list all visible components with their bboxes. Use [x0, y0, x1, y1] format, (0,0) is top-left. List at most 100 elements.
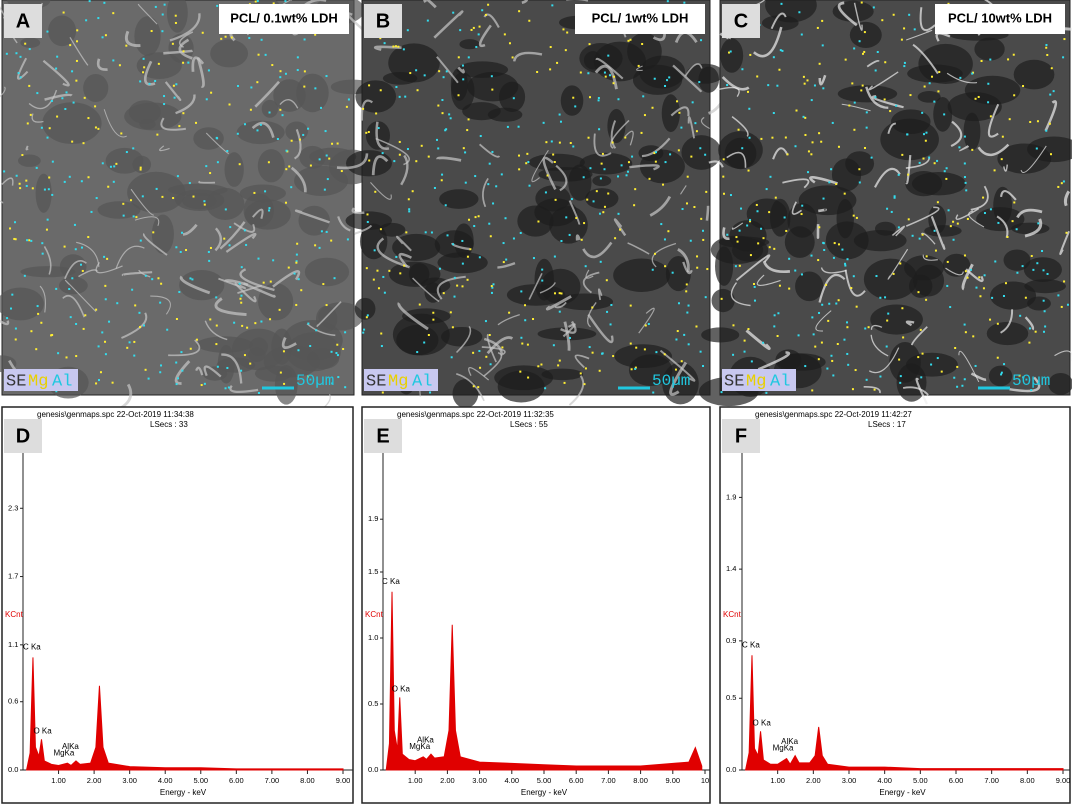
x-tick-label: 10: [701, 776, 709, 785]
element-dot: [131, 288, 134, 291]
pore: [661, 94, 680, 133]
fiber: [124, 30, 141, 48]
element-dot: [472, 385, 475, 388]
x-tick-label: 2.00: [87, 776, 102, 785]
element-dot: [307, 322, 310, 325]
element-dot: [461, 239, 464, 242]
element-dot: [1046, 53, 1049, 56]
element-dot: [264, 190, 267, 193]
element-dot: [325, 230, 328, 233]
element-dot: [607, 54, 610, 57]
element-dot: [627, 39, 630, 42]
x-tick-label: 5.00: [193, 776, 208, 785]
y-tick-label: 0.0: [8, 765, 18, 774]
element-dot: [502, 242, 505, 245]
element-dot: [133, 340, 136, 343]
fiber: [130, 188, 154, 216]
pore: [440, 326, 483, 347]
element-dot: [318, 158, 321, 161]
element-dot: [762, 237, 765, 240]
element-dot: [241, 324, 244, 327]
element-dot: [1029, 121, 1032, 124]
element-dot: [1034, 330, 1037, 333]
element-dot: [511, 56, 514, 59]
element-dot: [445, 70, 448, 73]
pore: [963, 112, 981, 151]
element-dot: [466, 129, 469, 132]
fiber: [955, 208, 980, 221]
element-dot: [947, 2, 950, 5]
element-dot: [617, 98, 620, 101]
element-dot: [344, 386, 347, 389]
fiber: [1044, 100, 1058, 132]
spectrum-area: [385, 591, 703, 771]
element-dot: [966, 276, 969, 279]
element-dot: [907, 173, 910, 176]
element-dot: [732, 324, 735, 327]
element-dot: [101, 162, 104, 165]
fiber: [597, 288, 603, 301]
element-dot: [87, 176, 90, 179]
element-dot: [583, 222, 586, 225]
panel-title: PCL/ 10wt% LDH: [948, 10, 1052, 25]
element-dot: [432, 318, 435, 321]
element-dot: [473, 225, 476, 228]
element-dot: [477, 33, 480, 36]
element-dot: [95, 197, 98, 200]
element-dot: [863, 146, 866, 149]
element-dot: [853, 101, 856, 104]
fiber: [243, 282, 276, 298]
fiber: [1020, 145, 1047, 173]
scale-bar-label: 50µm: [1012, 372, 1050, 390]
element-dot: [1013, 201, 1016, 204]
element-dot: [691, 101, 694, 104]
fiber: [745, 329, 771, 350]
element-dot: [74, 248, 77, 251]
element-dot: [284, 72, 287, 75]
element-dot: [171, 42, 174, 45]
element-dot: [903, 61, 906, 64]
element-dot: [398, 95, 401, 98]
fiber: [782, 178, 810, 189]
element-dot: [698, 81, 701, 84]
pore: [720, 38, 744, 73]
element-dot: [492, 202, 495, 205]
panel-title-box: [935, 4, 1065, 34]
fiber: [837, 1, 858, 27]
element-dot: [63, 180, 66, 183]
element-dot: [583, 383, 586, 386]
element-dot: [122, 214, 125, 217]
element-dot: [979, 295, 982, 298]
y-tick-label: 1.5: [368, 567, 378, 576]
fiber: [395, 235, 412, 252]
element-dot: [591, 306, 594, 309]
element-dot: [13, 237, 16, 240]
element-dot: [1021, 265, 1024, 268]
element-dot: [203, 382, 206, 385]
element-dot: [284, 0, 287, 3]
fiber: [44, 93, 73, 101]
element-dot: [720, 297, 723, 300]
element-dot: [55, 390, 58, 393]
element-dot: [46, 136, 49, 139]
element-dot: [195, 338, 198, 341]
element-dot: [491, 286, 494, 289]
fiber: [945, 267, 964, 276]
element-dot: [699, 147, 702, 150]
element-dot: [408, 208, 411, 211]
element-dot: [813, 84, 816, 87]
element-dot: [545, 141, 548, 144]
element-dot: [680, 126, 683, 129]
element-dot: [139, 239, 142, 242]
element-dot: [729, 194, 732, 197]
element-dot: [314, 244, 317, 247]
fiber: [191, 56, 205, 72]
element-dot: [587, 136, 590, 139]
element-dot: [996, 322, 999, 325]
element-dot: [290, 139, 293, 142]
fiber: [554, 301, 567, 309]
element-dot: [80, 180, 83, 183]
element-dot: [675, 338, 678, 341]
element-dot: [987, 82, 990, 85]
pore: [560, 85, 584, 116]
